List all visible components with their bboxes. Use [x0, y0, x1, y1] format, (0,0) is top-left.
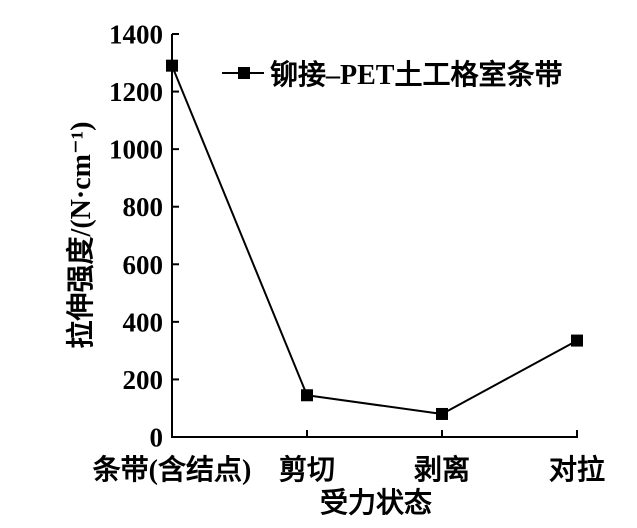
y-tick-label: 1200 [109, 77, 163, 107]
legend-label: 铆接–PET土工格室条带 [270, 58, 562, 91]
x-ticks: 条带(含结点) 剪切 剥离 对拉 [93, 430, 605, 486]
data-point [571, 334, 583, 347]
y-tick-label: 200 [123, 365, 164, 395]
series-layer [166, 59, 583, 420]
y-tick-label: 400 [123, 307, 164, 337]
x-tick-label: 剥离 [414, 453, 470, 486]
x-tick-label: 条带(含结点) [93, 453, 252, 486]
x-tick-label: 对拉 [549, 453, 605, 486]
y-tick-label: 1000 [109, 135, 163, 165]
x-axis-label: 受力状态 [320, 487, 432, 519]
series-line [171, 65, 578, 415]
axes [171, 34, 578, 438]
y-tick-label: 1400 [109, 20, 163, 50]
legend-marker [238, 67, 250, 79]
y-ticks: 0 200 400 600 800 1000 1200 1400 [109, 20, 179, 453]
data-point [436, 407, 448, 420]
y-axis-label: 拉伸强度/(N·cm⁻¹) [64, 122, 97, 349]
data-point [301, 389, 313, 402]
y-tick-label: 0 [150, 423, 164, 453]
y-tick-label: 800 [123, 192, 164, 222]
x-tick-label: 剪切 [279, 453, 335, 486]
y-tick-label: 600 [123, 250, 164, 280]
legend: 铆接–PET土工格室条带 [222, 58, 562, 91]
data-point [166, 59, 178, 72]
